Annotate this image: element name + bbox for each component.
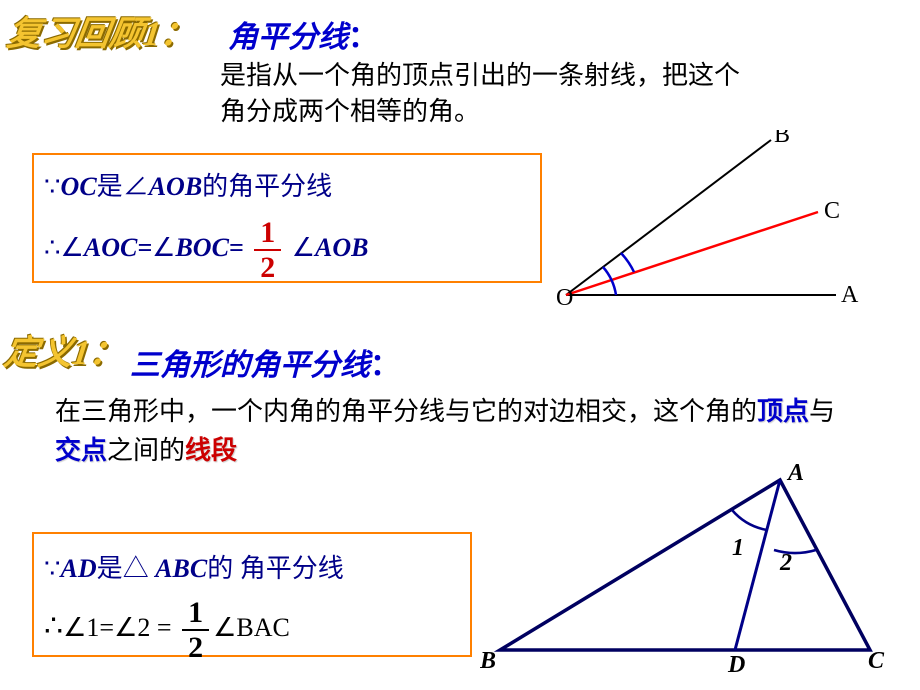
b2-a3: ∠ xyxy=(213,613,236,642)
t-ang: ∠ xyxy=(123,172,149,201)
a1: ∠ xyxy=(61,233,84,262)
def2-intersect: 交点 xyxy=(55,436,107,465)
angle-arc-2 xyxy=(621,253,634,272)
label-C: C xyxy=(868,648,885,674)
fraction-half: 1 2 xyxy=(254,216,281,284)
because-sym: ∵ xyxy=(44,172,61,201)
heading2-text: 三角形的角平分线 xyxy=(130,349,370,382)
fraction-half-2: 1 2 xyxy=(182,596,209,664)
frac2-den: 2 xyxy=(182,631,209,664)
label-a: A xyxy=(841,282,859,308)
segment-ad-bisector xyxy=(735,480,780,650)
box1-line2: ∴∠AOC=∠BOC= 1 2 ∠AOB xyxy=(44,216,369,284)
angle-label-2: 2 xyxy=(779,550,792,576)
label-D: D xyxy=(727,652,745,678)
b2-a1: ∠ xyxy=(63,613,86,642)
review-badge: 复习回顾1： xyxy=(5,6,199,55)
heading-triangle-bisector: 三角形的角平分线： xyxy=(130,340,400,384)
def2-yu: 与 xyxy=(809,397,835,426)
b2-ad: AD xyxy=(61,554,97,583)
def2-between: 之间的 xyxy=(107,436,185,465)
a3: ∠ xyxy=(292,233,315,262)
angle-arc-1b xyxy=(732,510,767,530)
t-aoc: AOC= xyxy=(84,233,152,262)
label-c: C xyxy=(824,198,840,224)
t-boc: BOC= xyxy=(175,233,243,262)
heading-colon: ： xyxy=(348,21,378,54)
heading-angle-bisector: 角平分线： xyxy=(228,12,378,56)
def2-segment: 线段 xyxy=(185,436,237,465)
t-aob: AOB xyxy=(149,172,202,201)
a2: ∠ xyxy=(152,233,175,262)
box2-line2: ∴∠1=∠2 = 1 2 ∠BAC xyxy=(44,596,290,664)
def2-vertex: 顶点 xyxy=(757,397,809,426)
label-B: B xyxy=(480,648,496,674)
label-o: O xyxy=(556,285,573,310)
b2-abc: ABC xyxy=(149,554,208,583)
t-de: 的角平分线 xyxy=(202,172,332,201)
ray-ob xyxy=(566,140,771,295)
label-A: A xyxy=(786,460,804,486)
b2-therefore: ∴ xyxy=(44,610,63,643)
box1-line1: ∵OC是∠AOB的角平分线 xyxy=(44,166,332,203)
figure-triangle-abc: A B C D 1 2 xyxy=(480,450,900,685)
frac2-num: 1 xyxy=(182,596,209,631)
b2-e2: 2 = xyxy=(137,613,171,642)
definition-badge: 定义1： xyxy=(2,325,128,374)
def2-p1: 在三角形中，一个内角的角平分线与它的对边相交，这个角的 xyxy=(55,397,757,426)
b2-because: ∵ xyxy=(44,554,61,583)
b2-de: 的 角平分线 xyxy=(207,554,344,583)
ray-oc-bisector xyxy=(566,212,818,295)
frac-num: 1 xyxy=(254,216,281,251)
heading2-colon: ： xyxy=(370,349,400,382)
t-aob2: AOB xyxy=(315,233,368,262)
box2-line1: ∵AD是△ ABC的 角平分线 xyxy=(44,548,344,585)
figure-angle-aob: O A B C xyxy=(556,130,866,315)
heading-text: 角平分线 xyxy=(228,21,348,54)
b2-e1: 1= xyxy=(86,613,114,642)
t-oc: OC xyxy=(61,172,97,201)
b2-a2: ∠ xyxy=(114,613,137,642)
therefore-sym: ∴ xyxy=(44,233,61,262)
t-shi: 是 xyxy=(97,172,123,201)
label-b: B xyxy=(774,130,790,148)
frac-den: 2 xyxy=(254,251,281,284)
triangle-abc xyxy=(500,480,870,650)
b2-shi: 是 xyxy=(97,554,123,583)
definition-angle-bisector: 是指从一个角的顶点引出的一条射线，把这个角分成两个相等的角。 xyxy=(220,58,750,131)
angle-label-1: 1 xyxy=(732,535,744,561)
b2-tri: △ xyxy=(123,554,149,583)
b2-bac: BAC xyxy=(236,613,289,642)
